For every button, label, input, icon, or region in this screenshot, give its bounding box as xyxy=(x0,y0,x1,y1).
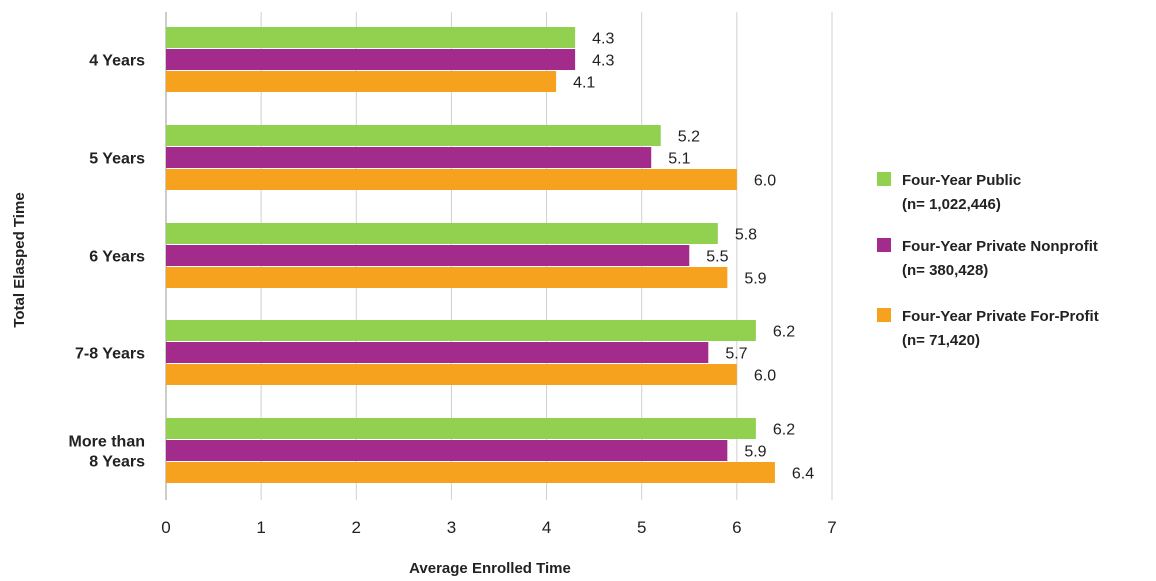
bar xyxy=(166,245,689,266)
x-axis-tick-labels: 0 1 2 3 4 5 6 7 xyxy=(161,518,836,537)
data-label: 5.5 xyxy=(706,249,728,266)
bar xyxy=(166,440,727,461)
legend-series-count: (n= 380,428) xyxy=(902,262,988,279)
x-tick-label: 5 xyxy=(637,518,646,537)
legend-series-count: (n= 71,420) xyxy=(902,332,980,349)
x-tick-label: 4 xyxy=(542,518,551,537)
y-axis-title: Total Elasped Time xyxy=(11,192,28,327)
data-label: 4.3 xyxy=(592,53,614,70)
x-tick-label: 2 xyxy=(352,518,361,537)
data-label: 5.2 xyxy=(678,129,700,146)
bar xyxy=(166,223,718,244)
bar xyxy=(166,71,556,92)
data-label: 5.9 xyxy=(744,444,766,461)
legend-series-count: (n= 1,022,446) xyxy=(902,196,1001,213)
data-label: 5.1 xyxy=(668,151,690,168)
bar xyxy=(166,418,756,439)
y-category-label: More than xyxy=(69,434,145,451)
y-category-label: 5 Years xyxy=(89,151,145,168)
y-category-label: 6 Years xyxy=(89,249,145,266)
data-label: 6.4 xyxy=(792,466,814,483)
legend-series-name: Four-Year Public xyxy=(902,172,1021,189)
bar xyxy=(166,462,775,483)
data-label: 5.7 xyxy=(725,346,747,363)
data-label: 6.2 xyxy=(773,422,795,439)
y-axis-category-labels: 4 Years 5 Years 6 Years 7-8 Years More than 8… xyxy=(69,53,146,471)
bar xyxy=(166,169,737,190)
x-tick-label: 3 xyxy=(447,518,456,537)
bar xyxy=(166,27,575,48)
legend-swatch xyxy=(877,308,891,322)
data-label: 4.3 xyxy=(592,31,614,48)
bars xyxy=(166,27,775,483)
data-label: 6.0 xyxy=(754,368,776,385)
bar xyxy=(166,320,756,341)
legend: Four-Year Public (n= 1,022,446) Four-Year … xyxy=(877,172,1099,349)
data-label: 5.8 xyxy=(735,227,757,244)
y-category-label: 7-8 Years xyxy=(75,346,145,363)
legend-swatch xyxy=(877,238,891,252)
x-tick-label: 0 xyxy=(161,518,170,537)
legend-series-name: Four-Year Private For-Profit xyxy=(902,308,1099,325)
x-tick-label: 7 xyxy=(827,518,836,537)
bar xyxy=(166,342,708,363)
bar xyxy=(166,125,661,146)
bar xyxy=(166,147,651,168)
x-tick-label: 6 xyxy=(732,518,741,537)
data-label: 4.1 xyxy=(573,75,595,92)
y-category-label: 8 Years xyxy=(89,454,145,471)
x-axis-title: Average Enrolled Time xyxy=(409,560,571,577)
data-label: 5.9 xyxy=(744,271,766,288)
x-tick-label: 1 xyxy=(256,518,265,537)
y-category-label: 4 Years xyxy=(89,53,145,70)
data-label: 6.2 xyxy=(773,324,795,341)
bar xyxy=(166,364,737,385)
legend-swatch xyxy=(877,172,891,186)
legend-series-name: Four-Year Private Nonprofit xyxy=(902,238,1098,255)
bar xyxy=(166,49,575,70)
data-label: 6.0 xyxy=(754,173,776,190)
bar xyxy=(166,267,727,288)
